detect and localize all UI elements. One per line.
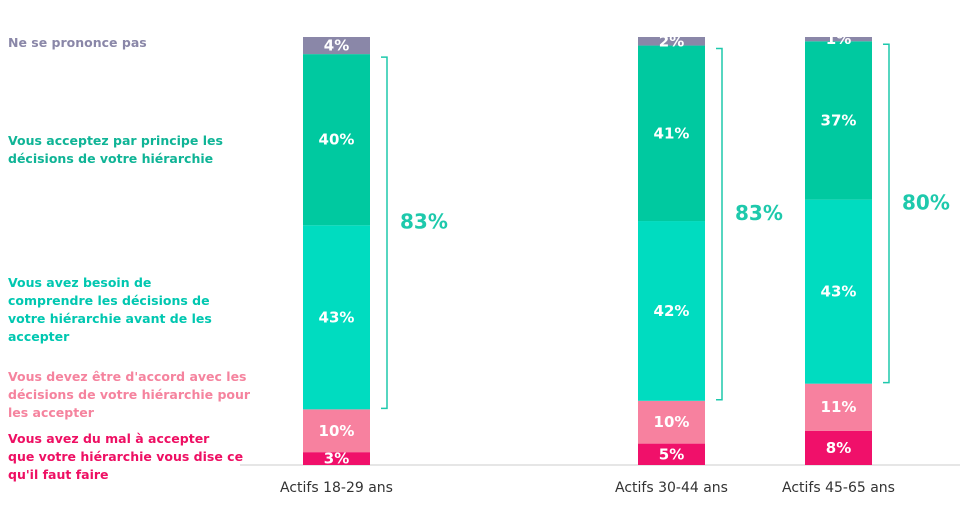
data-label-3-4: 37% <box>821 111 857 129</box>
bracket-total-3: 80% <box>902 190 950 214</box>
bar-segment-3-3 <box>805 199 872 384</box>
data-label-1-1: 3% <box>324 450 349 468</box>
data-label-2-2: 10% <box>654 413 690 431</box>
data-label-1-4: 40% <box>319 131 355 149</box>
bar-segment-2-1 <box>638 443 705 465</box>
bar-segment-1-2 <box>303 409 370 453</box>
data-label-1-3: 43% <box>319 308 355 326</box>
legend-no-opinion: Ne se prononce pas <box>8 35 147 50</box>
bar-segment-1-4 <box>303 54 370 226</box>
category-label-1: Actifs 18-29 ans <box>280 480 393 496</box>
data-label-3-1: 8% <box>826 439 851 457</box>
bracket-total-1: 83% <box>400 210 448 234</box>
legend-accept-by-principle: Vous acceptez par principe les décisions… <box>8 133 223 166</box>
bracket-total-2: 83% <box>735 201 783 225</box>
bar-segment-3-2 <box>805 383 872 431</box>
data-label-2-1: 5% <box>659 445 684 463</box>
legend-hard-to-accept: Vous avez du mal à accepter que votre hi… <box>8 431 244 482</box>
data-label-1-2: 10% <box>319 422 355 440</box>
bracket-3 <box>883 43 890 384</box>
data-label-3-5: 1% <box>826 30 851 48</box>
category-label-3: Actifs 45-65 ans <box>782 480 895 496</box>
bar-segment-3-5 <box>805 37 872 42</box>
data-label-2-3: 42% <box>654 302 690 320</box>
bar-segment-2-2 <box>638 400 705 444</box>
bar-segment-2-3 <box>638 221 705 401</box>
data-label-3-3: 43% <box>821 283 857 301</box>
bar-segment-3-1 <box>805 430 872 465</box>
bracket-2 <box>716 47 723 401</box>
data-label-3-2: 11% <box>821 398 857 416</box>
legend-must-agree: Vous devez être d'accord avec les décisi… <box>8 369 251 420</box>
data-label-1-5: 4% <box>324 37 349 55</box>
bar-segment-1-1 <box>303 452 370 465</box>
data-label-2-5: 2% <box>659 32 684 50</box>
bar-segment-1-5 <box>303 37 370 55</box>
legend-need-to-understand: Vous avez besoin de comprendre les décis… <box>8 275 212 344</box>
bar-segment-1-3 <box>303 225 370 410</box>
bar-segment-3-4 <box>805 41 872 200</box>
bar-segment-2-4 <box>638 45 705 222</box>
category-label-2: Actifs 30-44 ans <box>615 480 728 496</box>
bar-segment-2-5 <box>638 37 705 46</box>
bracket-1 <box>381 56 388 410</box>
data-label-2-4: 41% <box>654 124 690 142</box>
